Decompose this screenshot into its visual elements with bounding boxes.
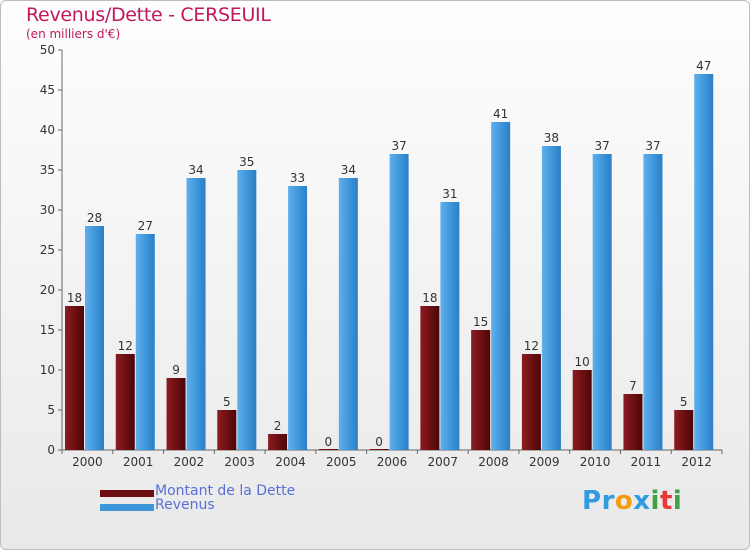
bar-debt-2011 bbox=[623, 394, 643, 450]
logo-letter-3: x bbox=[633, 486, 651, 516]
data-labels: 18 12 9 5 2 0 0 18 15 12 10 7 5 28 27 34 35 33 34 37 31 41 38 3… bbox=[67, 59, 712, 449]
x-tick-label: 2006 bbox=[377, 455, 408, 469]
data-label: 5 bbox=[223, 395, 231, 409]
logo-letter-0: P bbox=[582, 486, 602, 516]
legend-label-debt: Montant de la Dette bbox=[155, 483, 296, 499]
data-label: 34 bbox=[341, 163, 356, 177]
bar-debt-2008 bbox=[471, 330, 491, 450]
data-label: 41 bbox=[493, 107, 508, 121]
x-tick-label: 2009 bbox=[529, 455, 560, 469]
bar-debt-2007 bbox=[420, 306, 440, 450]
data-label: 7 bbox=[629, 379, 637, 393]
data-label: 12 bbox=[524, 339, 539, 353]
y-tick-label: 10 bbox=[40, 363, 55, 377]
y-tick-label: 5 bbox=[47, 403, 55, 417]
y-tick-label: 15 bbox=[40, 323, 55, 337]
bar-revenus-2005 bbox=[338, 178, 358, 450]
y-tick-label: 0 bbox=[47, 443, 55, 457]
bar-debt-2004 bbox=[268, 434, 288, 450]
x-tick-label: 2010 bbox=[580, 455, 611, 469]
logo-letter-6: i bbox=[672, 486, 683, 516]
data-label: 18 bbox=[422, 291, 437, 305]
data-label: 28 bbox=[87, 211, 102, 225]
bar-revenus-2004 bbox=[288, 186, 308, 450]
data-label: 0 bbox=[375, 435, 383, 449]
data-label: 18 bbox=[67, 291, 82, 305]
x-tick-label: 2011 bbox=[631, 455, 662, 469]
logo-letter-4: i bbox=[650, 486, 660, 516]
logo-letter-5: t bbox=[659, 486, 673, 516]
bar-revenus-2007 bbox=[440, 202, 460, 450]
y-tick-label: 40 bbox=[40, 123, 55, 137]
y-tick-label: 50 bbox=[40, 43, 55, 57]
x-tick-label: 2000 bbox=[72, 455, 103, 469]
bar-revenus-2006 bbox=[389, 154, 409, 450]
bar-revenus-2000 bbox=[85, 226, 104, 450]
data-label: 37 bbox=[595, 139, 610, 153]
x-tick-label: 2004 bbox=[275, 455, 306, 469]
y-tick-label: 35 bbox=[40, 163, 55, 177]
data-label: 47 bbox=[696, 59, 711, 73]
data-label: 34 bbox=[188, 163, 203, 177]
logo-letter-2: o bbox=[614, 486, 634, 516]
data-label: 5 bbox=[680, 395, 688, 409]
y-tick-label: 45 bbox=[40, 83, 55, 97]
data-label: 35 bbox=[239, 155, 254, 169]
data-label: 0 bbox=[325, 435, 333, 449]
bar-debt-2012 bbox=[674, 410, 694, 450]
bar-debt-2002 bbox=[166, 378, 186, 450]
bar-debt-2003 bbox=[217, 410, 237, 450]
data-label: 12 bbox=[118, 339, 133, 353]
data-label: 33 bbox=[290, 171, 305, 185]
bar-revenus-2008 bbox=[491, 122, 511, 450]
x-tick-label: 2003 bbox=[224, 455, 255, 469]
bar-debt-2001 bbox=[115, 354, 135, 450]
data-label: 10 bbox=[575, 355, 590, 369]
x-tick-label: 2007 bbox=[427, 455, 458, 469]
x-tick-label: 2008 bbox=[478, 455, 509, 469]
bar-revenus-2003 bbox=[237, 170, 257, 450]
bar-revenus-2011 bbox=[643, 154, 663, 450]
bar-debt-2009 bbox=[521, 354, 541, 450]
chart-subtitle: (en milliers d'€) bbox=[26, 27, 121, 41]
x-tick-label: 2002 bbox=[174, 455, 205, 469]
bar-revenus-2002 bbox=[186, 178, 206, 450]
data-label: 31 bbox=[442, 187, 457, 201]
bar-debt-2000 bbox=[65, 306, 84, 450]
proxiti-logo[interactable]: Proxiti bbox=[582, 486, 682, 516]
legend-label-revenus: Revenus bbox=[155, 497, 215, 513]
bar-revenus-2012 bbox=[694, 74, 714, 450]
y-tick-label: 20 bbox=[40, 283, 55, 297]
data-label: 38 bbox=[544, 131, 559, 145]
data-label: 27 bbox=[138, 219, 153, 233]
data-label: 15 bbox=[473, 315, 488, 329]
y-tick-label: 30 bbox=[40, 203, 55, 217]
data-label: 9 bbox=[172, 363, 180, 377]
bar-revenus-2010 bbox=[592, 154, 612, 450]
x-tick-label: 2012 bbox=[681, 455, 712, 469]
chart-title: Revenus/Dette - CERSEUIL bbox=[26, 4, 271, 26]
bar-debt-2005 bbox=[318, 449, 338, 450]
data-label: 37 bbox=[645, 139, 660, 153]
logo-letter-1: r bbox=[601, 486, 615, 516]
data-label: 37 bbox=[391, 139, 406, 153]
bar-debt-2010 bbox=[572, 370, 592, 450]
x-tick-label: 2001 bbox=[123, 455, 154, 469]
bar-revenus-2001 bbox=[135, 234, 155, 450]
bars bbox=[65, 74, 714, 450]
y-tick-label: 25 bbox=[40, 243, 55, 257]
legend-swatch-revenus bbox=[100, 504, 154, 511]
bar-revenus-2009 bbox=[541, 146, 561, 450]
data-label: 2 bbox=[274, 419, 282, 433]
x-tick-label: 2005 bbox=[326, 455, 357, 469]
bar-debt-2006 bbox=[369, 449, 389, 450]
legend-swatch-debt bbox=[100, 490, 154, 497]
